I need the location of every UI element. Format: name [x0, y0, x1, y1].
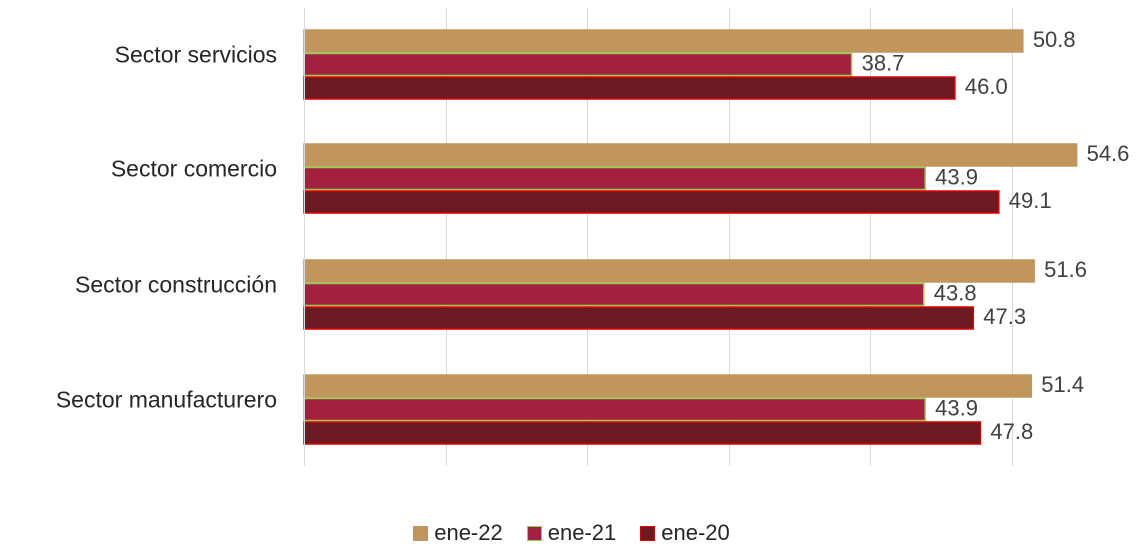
- legend-swatch: [526, 525, 542, 541]
- legend-item: ene-22: [413, 520, 503, 546]
- data-label: 43.8: [934, 281, 977, 306]
- category-label: Sector servicios: [115, 41, 277, 67]
- bar: [303, 282, 925, 307]
- bar: [303, 166, 926, 191]
- bar: [303, 397, 926, 422]
- legend-label: ene-21: [547, 520, 617, 545]
- category-label: Sector manufacturero: [56, 386, 277, 412]
- data-label: 46.0: [965, 74, 1008, 99]
- legend-item: ene-21: [526, 520, 617, 546]
- data-label: 50.8: [1033, 27, 1076, 52]
- bar: [303, 143, 1078, 167]
- legend-item: ene-20: [640, 520, 730, 546]
- bar: [303, 306, 975, 330]
- data-label: 51.6: [1044, 257, 1087, 282]
- bar: [303, 29, 1024, 53]
- data-label: 38.7: [862, 51, 905, 76]
- data-label: 51.4: [1041, 372, 1084, 397]
- data-label: 49.1: [1009, 188, 1052, 213]
- legend-label: ene-22: [434, 520, 503, 545]
- data-label: 47.3: [983, 304, 1026, 329]
- bar: [303, 374, 1033, 398]
- bar: [303, 190, 1000, 214]
- data-label: 43.9: [935, 396, 978, 421]
- bar: [303, 52, 853, 77]
- category-label: Sector construcción: [75, 271, 277, 297]
- category-label: Sector comercio: [111, 155, 277, 181]
- data-label: 47.8: [990, 419, 1033, 444]
- legend-swatch: [640, 525, 656, 541]
- data-label: 54.6: [1087, 141, 1130, 166]
- legend-label: ene-20: [661, 520, 730, 545]
- legend-swatch: [413, 525, 429, 541]
- bar: [303, 259, 1035, 283]
- data-label: 43.9: [935, 165, 978, 190]
- bar: [303, 421, 982, 445]
- bar: [303, 76, 956, 100]
- legend: ene-22 ene-21 ene-20: [0, 520, 1143, 546]
